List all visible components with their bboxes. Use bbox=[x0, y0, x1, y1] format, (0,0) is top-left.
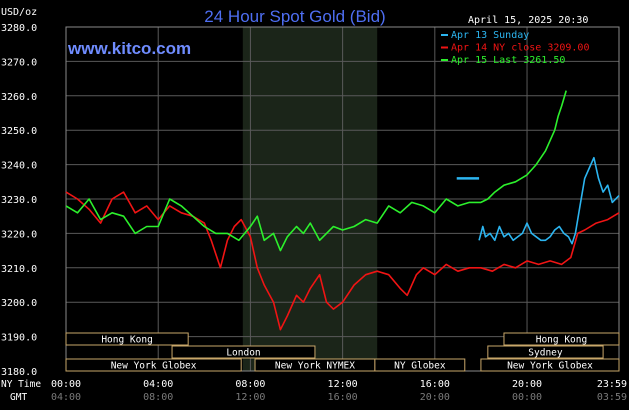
y-tick-label: 3230.0 bbox=[1, 195, 37, 206]
y-tick-label: 3250.0 bbox=[1, 126, 37, 137]
x-tick-label-gmt: 20:00 bbox=[420, 392, 450, 403]
x-tick-label-gmt: 12:00 bbox=[235, 392, 265, 403]
x-tick-label-gmt: 08:00 bbox=[143, 392, 173, 403]
x-tick-label-ny: 00:00 bbox=[51, 379, 81, 390]
x-tick-label-ny: 12:00 bbox=[328, 379, 358, 390]
y-tick-label: 3220.0 bbox=[1, 229, 37, 240]
chart-legend: Apr 13 Sunday Apr 14 NY close 3209.00Apr … bbox=[441, 30, 589, 66]
timestamp: April 15, 2025 20:30 bbox=[468, 15, 588, 26]
y-tick-label: 3190.0 bbox=[1, 333, 37, 344]
session-label: NY Globex bbox=[394, 361, 446, 372]
session-bar bbox=[374, 358, 466, 372]
session-label: London bbox=[226, 348, 260, 359]
brand-url: www.kitco.com bbox=[67, 39, 191, 58]
session-bar bbox=[480, 358, 620, 372]
legend-entry: Apr 15 Last 3261.50 bbox=[451, 55, 565, 66]
y-tick-label: 3180.0 bbox=[1, 367, 37, 378]
x-tick-label-gmt: 03:59 bbox=[597, 392, 627, 403]
session-bar bbox=[65, 332, 189, 346]
y-tick-label: 3270.0 bbox=[1, 57, 37, 68]
x-axis-label-gmt: GMT bbox=[10, 392, 27, 403]
y-tick-label: 3240.0 bbox=[1, 161, 37, 172]
session-label: Hong Kong bbox=[101, 335, 152, 346]
legend-entry: Apr 14 NY close 3209.00 bbox=[451, 43, 589, 54]
series-line bbox=[65, 191, 620, 331]
y-axis-label: USD/oz bbox=[1, 7, 37, 18]
x-tick-label-ny: 20:00 bbox=[512, 379, 542, 390]
session-label: New York NYMEX bbox=[275, 361, 355, 372]
series-line bbox=[478, 156, 620, 245]
session-bar bbox=[503, 332, 620, 346]
session-label: Sydney bbox=[528, 348, 563, 359]
x-tick-label-gmt: 16:00 bbox=[328, 392, 358, 403]
x-tick-label-gmt: 00:00 bbox=[512, 392, 542, 403]
session-label: New York Globex bbox=[507, 361, 593, 372]
series-line bbox=[65, 90, 567, 252]
x-tick-label-ny: 16:00 bbox=[420, 379, 450, 390]
legend-entry: Apr 13 Sunday bbox=[451, 30, 529, 41]
session-bar bbox=[487, 345, 604, 359]
x-tick-label-ny: 08:00 bbox=[235, 379, 265, 390]
y-tick-label: 3200.0 bbox=[1, 298, 37, 309]
session-bar bbox=[65, 358, 242, 372]
chart-title: 24 Hour Spot Gold (Bid) bbox=[204, 7, 385, 26]
y-tick-label: 3210.0 bbox=[1, 264, 37, 275]
x-tick-label-gmt: 04:00 bbox=[51, 392, 81, 403]
x-tick-label-ny: 23:59 bbox=[597, 379, 627, 390]
y-tick-label: 3260.0 bbox=[1, 92, 37, 103]
x-tick-label-ny: 04:00 bbox=[143, 379, 173, 390]
y-tick-label: 3280.0 bbox=[1, 23, 37, 34]
session-label: New York Globex bbox=[111, 361, 197, 372]
session-label: Hong Kong bbox=[536, 335, 587, 346]
session-bar bbox=[171, 345, 316, 359]
x-axis-label-ny: NY Time bbox=[1, 379, 41, 390]
